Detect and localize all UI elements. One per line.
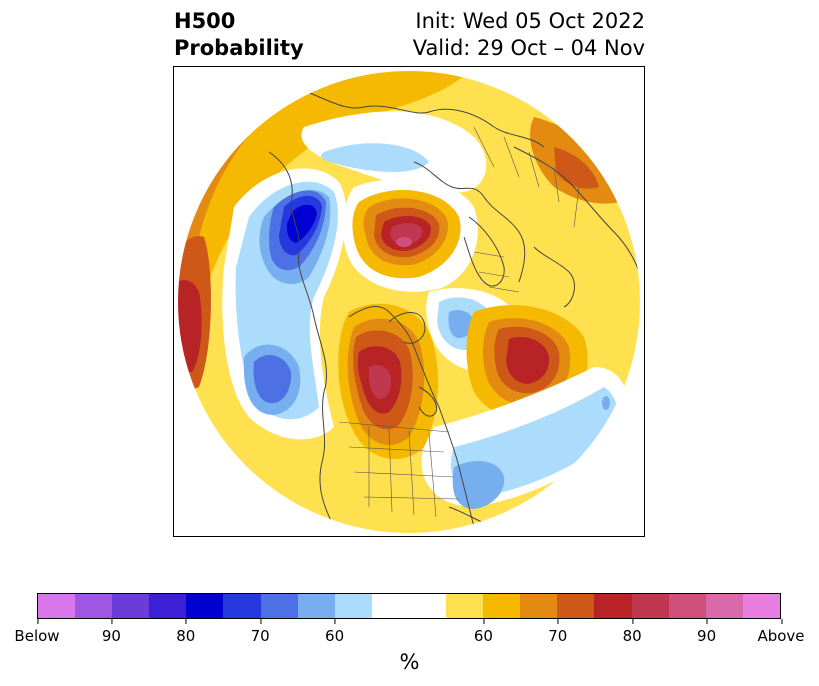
coast-arctic (293, 86, 545, 148)
east-atlantic-red-core (506, 337, 550, 384)
colorbar-swatch (483, 594, 521, 618)
colorbar-tick: 70 (548, 619, 567, 645)
colorbar-tick-label: 90 (101, 627, 121, 645)
colorbar-tick-label: 60 (473, 627, 493, 645)
colorbar-swatch (631, 594, 669, 618)
borders (338, 126, 580, 518)
colorbar-tick-label: 90 (697, 627, 717, 645)
coast-greenland (463, 216, 505, 287)
colorbar-swatch (38, 594, 76, 618)
coast-west-na (268, 151, 335, 528)
coast-east-na (348, 306, 475, 528)
map-frame (173, 66, 645, 537)
probability-map (176, 69, 642, 535)
colorbar-swatch (371, 594, 409, 618)
colorbar-tick-label: 80 (176, 627, 196, 645)
border-us-canada (338, 421, 450, 433)
colorbar-tick: Above (757, 619, 805, 645)
colorbar-tick-label: 70 (548, 627, 568, 645)
atlantic-blue (448, 310, 474, 339)
colorbar-tick: 90 (697, 619, 716, 645)
colorbar-tick-label: Above (757, 627, 805, 645)
sw-blue-2 (253, 354, 292, 404)
colorbar-swatch (223, 594, 261, 618)
colorbar-swatch (75, 594, 113, 618)
colorbar-swatch (594, 594, 632, 618)
colorbar-swatch (112, 594, 150, 618)
disk-edge (176, 69, 642, 535)
colorbar-swatch (186, 594, 224, 618)
colorbar-tick-label: 60 (325, 627, 345, 645)
colorbar-swatch (446, 594, 484, 618)
colorbar-swatch (260, 594, 298, 618)
west-blue-core (286, 204, 317, 243)
map-subtitle: Init: Wed 05 Oct 2022 Valid: 29 Oct – 04… (413, 8, 645, 62)
border-us-states-h (348, 446, 460, 500)
colorbar-swatch (149, 594, 187, 618)
colorbar-tick: 90 (102, 619, 121, 645)
colorbar-swatch (297, 594, 335, 618)
coast-hudson-bay (388, 312, 426, 344)
colorbar-swatch (520, 594, 558, 618)
coastlines (268, 86, 641, 528)
coast-eurasia (513, 146, 641, 288)
colorbar-tick-label: 70 (250, 627, 270, 645)
colorbar-tick: 60 (325, 619, 344, 645)
colorbar-swatch (557, 594, 595, 618)
colorbar-swatch (668, 594, 706, 618)
colorbar-ticks: Below 90 80 70 60 60 70 80 90 Above (14, 619, 805, 649)
colorbar-swatch (408, 594, 447, 618)
title-line-2: Probability (174, 36, 304, 60)
center-red-core (396, 237, 412, 247)
border-eurasia (473, 126, 580, 228)
colorbar-swatch (334, 594, 372, 618)
east-small-blue (602, 396, 610, 410)
central-na-red-core (369, 365, 392, 399)
colorbar-tick-label: Below (14, 627, 60, 645)
colorbar-tick-label: 80 (622, 627, 642, 645)
coast-scandinavia (533, 246, 575, 308)
colorbar-unit-label: % (399, 650, 420, 674)
border-europe (473, 251, 520, 293)
border-us-states-v (368, 427, 437, 518)
colorbar-swatch (742, 594, 780, 618)
map-title: H500 Probability (174, 8, 304, 62)
colorbar (37, 593, 781, 619)
coast-great-lakes (418, 386, 438, 417)
colorbar-tick: 80 (623, 619, 642, 645)
colorbar-tick: 70 (251, 619, 270, 645)
colorbar-tick: 80 (176, 619, 195, 645)
coast-greenland-north (413, 161, 526, 283)
title-line-1: H500 (174, 9, 236, 33)
colorbar-tick: 60 (474, 619, 493, 645)
init-date: Init: Wed 05 Oct 2022 (415, 9, 645, 33)
south-blue (452, 461, 505, 509)
colorbar-swatch (705, 594, 743, 618)
colorbar-tick: Below (14, 619, 60, 645)
north-light-blue (320, 143, 429, 172)
valid-range: Valid: 29 Oct – 04 Nov (412, 36, 645, 60)
